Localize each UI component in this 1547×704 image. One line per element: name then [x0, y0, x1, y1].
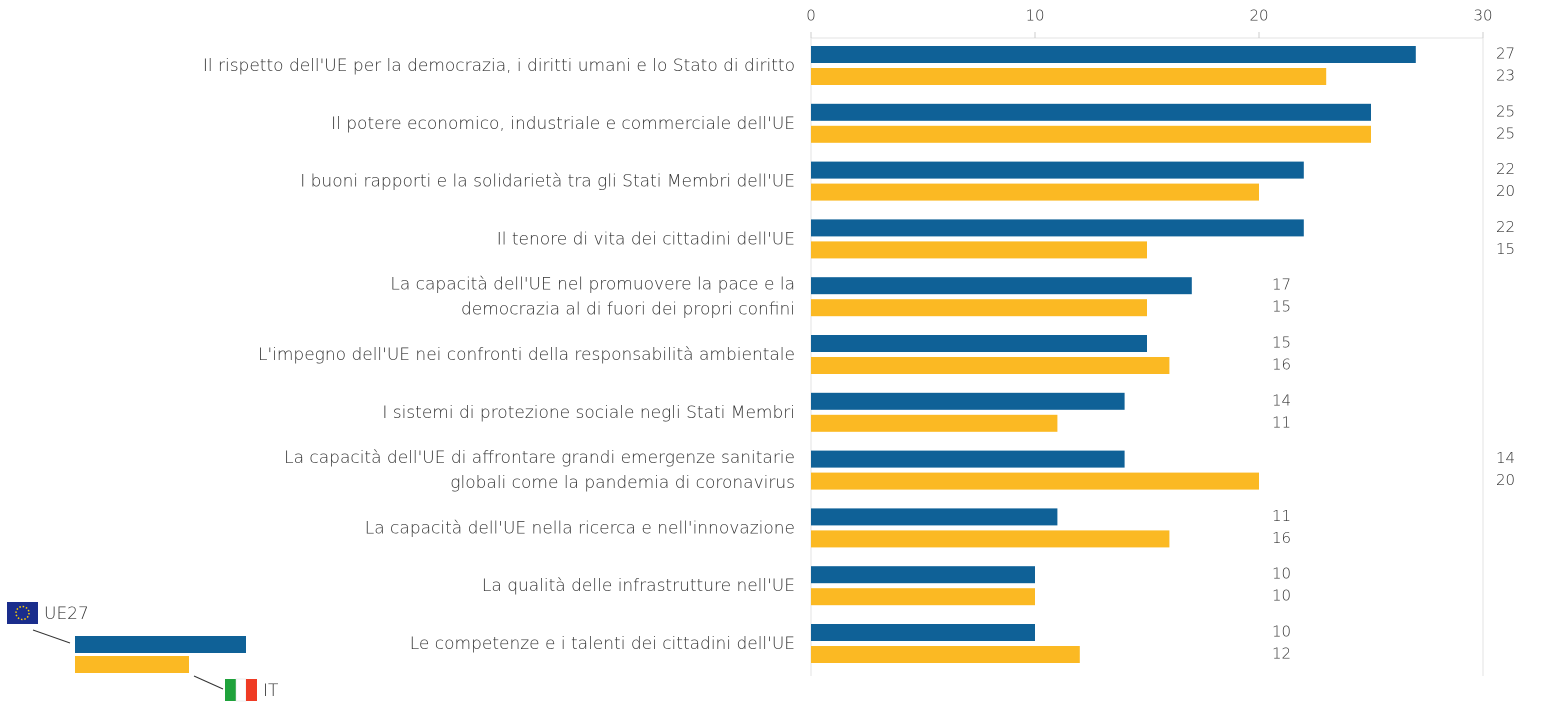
x-tick-label: 0: [806, 7, 816, 25]
legend-label: IT: [263, 681, 279, 701]
legend-leader: [193, 675, 224, 690]
x-tick-label: 10: [1025, 7, 1044, 25]
bar: [811, 183, 1259, 201]
x-tick-label: 30: [1473, 7, 1492, 25]
value-label: 27: [1496, 45, 1515, 63]
value-label: 10: [1272, 623, 1291, 641]
bar: [811, 392, 1125, 410]
category-label: Il tenore di vita dei cittadini dell'UE: [497, 229, 795, 249]
value-label: 12: [1272, 645, 1291, 663]
value-label: 23: [1496, 67, 1515, 85]
legend-swatch: [75, 656, 189, 673]
bar: [811, 68, 1327, 85]
bar: [811, 624, 1035, 641]
x-tick-label: 20: [1249, 7, 1268, 25]
value-label: 25: [1496, 102, 1515, 120]
category-label: Le competenze e i talenti dei cittadini …: [410, 634, 795, 654]
legend-swatch: [75, 636, 246, 653]
bar: [811, 46, 1416, 63]
category-label: I sistemi di protezione sociale negli St…: [382, 403, 795, 423]
bar: [811, 299, 1147, 317]
value-label: 25: [1496, 124, 1515, 142]
bar: [811, 530, 1170, 548]
bar: [811, 277, 1192, 295]
value-label: 22: [1496, 160, 1515, 178]
value-label: 20: [1496, 471, 1515, 489]
legend-leader: [32, 629, 71, 644]
bar: [811, 103, 1371, 121]
bar: [811, 335, 1147, 352]
value-label: 11: [1272, 507, 1291, 525]
bar: [811, 450, 1125, 468]
value-label: 15: [1496, 240, 1515, 258]
category-label: L'impegno dell'UE nei confronti della re…: [258, 345, 795, 365]
bar: [811, 161, 1304, 179]
it-flag: [225, 678, 257, 702]
value-label: 16: [1272, 529, 1291, 547]
value-label: 22: [1496, 218, 1515, 236]
value-label: 15: [1272, 334, 1291, 352]
bar: [811, 219, 1304, 237]
bar: [811, 646, 1080, 663]
category-label: La capacità dell'UE nella ricerca e nell…: [365, 518, 795, 538]
legend-label: UE27: [44, 604, 89, 624]
value-label: 10: [1272, 565, 1291, 583]
value-label: 14: [1496, 449, 1515, 467]
bar: [811, 414, 1058, 432]
value-label: 16: [1272, 356, 1291, 374]
value-label: 15: [1272, 298, 1291, 316]
bar: [811, 472, 1259, 490]
value-label: 17: [1272, 276, 1291, 294]
category-label: Il potere economico, industriale e comme…: [331, 114, 795, 134]
value-label: 10: [1272, 587, 1291, 605]
category-label: La capacità dell'UE di affrontare grandi…: [284, 448, 795, 493]
value-label: 20: [1496, 182, 1515, 200]
bar: [811, 241, 1147, 259]
category-label: Il rispetto dell'UE per la democrazia, i…: [203, 56, 795, 76]
bar: [811, 588, 1035, 606]
value-label: 14: [1272, 391, 1291, 409]
category-label: La capacità dell'UE nel promuovere la pa…: [390, 275, 795, 320]
bar: [811, 357, 1170, 374]
bar: [811, 566, 1035, 584]
category-label: La qualità delle infrastrutture nell'UE: [482, 576, 795, 596]
bar: [811, 508, 1058, 526]
eu-flag: [7, 602, 38, 624]
value-label: 11: [1272, 413, 1291, 431]
bar: [811, 125, 1371, 143]
category-label: I buoni rapporti e la solidarietà tra gl…: [300, 172, 795, 192]
